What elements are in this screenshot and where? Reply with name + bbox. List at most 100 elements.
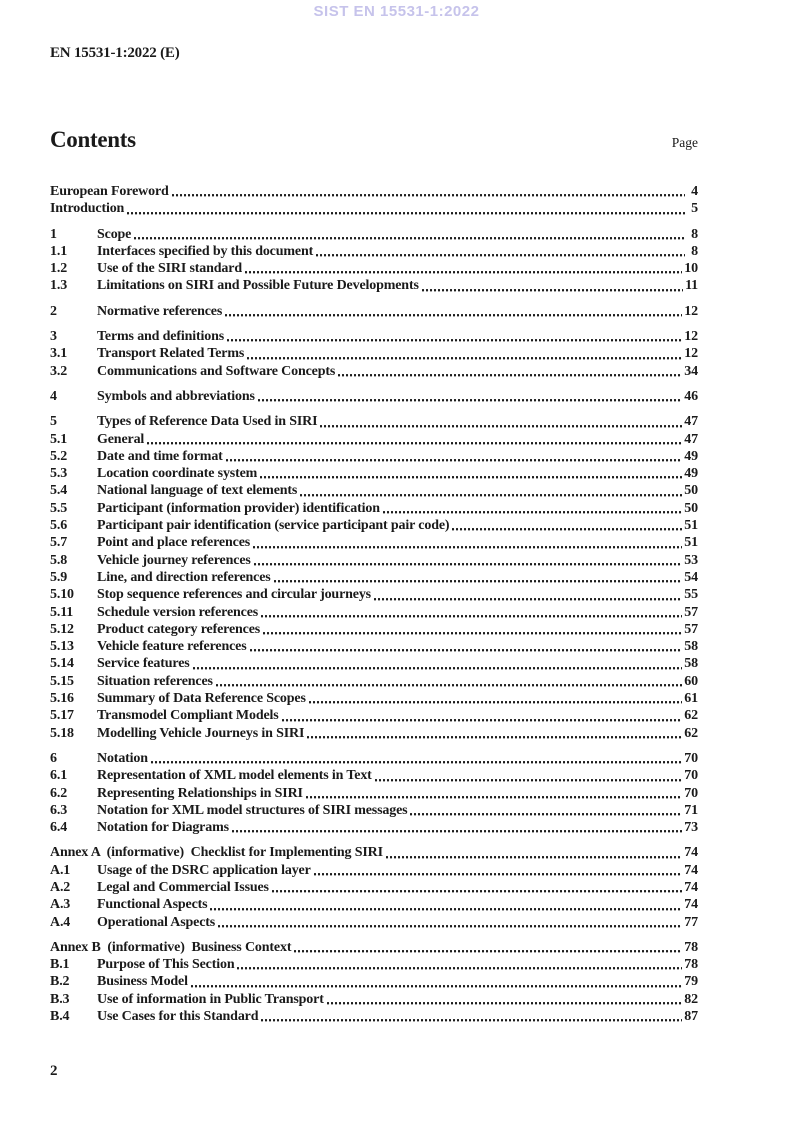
toc-entry-number: 5.17 [50, 708, 74, 724]
toc-entry-page: 62 [684, 708, 698, 724]
toc-entry-title: Functional Aspects [97, 897, 208, 913]
toc-entry-title: Limitations on SIRI and Possible Future … [97, 278, 419, 294]
toc-entry-title: Interfaces specified by this document [97, 243, 314, 259]
toc-entry-number: 5.16 [50, 691, 74, 707]
toc-entry-title: Types of Reference Data Used in SIRI [97, 414, 318, 430]
toc-leader-dots [171, 183, 685, 201]
toc-entry-page: 4 [691, 184, 698, 199]
toc-entry-page: 49 [684, 466, 698, 482]
toc-entry-title: Schedule version references [97, 604, 259, 620]
toc-entry-title: Situation references [97, 673, 213, 689]
toc-row: 5.10 Stop sequence references and circul… [50, 586, 698, 604]
toc-leader-dots [316, 242, 685, 261]
toc-entry-page: 87 [684, 1009, 698, 1025]
toc-entry-title: Representation of XML model elements in … [97, 768, 372, 784]
toc-entry-title: Summary of Data Reference Scopes [97, 691, 306, 707]
toc-entry-page: 74 [684, 879, 698, 895]
toc-entry-number: 1.3 [50, 278, 68, 294]
toc-entry-title: Use of information in Public Transport [97, 991, 324, 1007]
toc-leader-dots [271, 878, 683, 897]
watermark-text: SIST EN 15531-1:2022 [313, 3, 480, 20]
toc-entry-title: Use of the SIRI standard [97, 261, 242, 277]
toc-entry-number: 5.7 [50, 535, 68, 551]
toc-leader-dots [373, 586, 683, 604]
toc-entry-title: Product category references [97, 621, 261, 637]
toc-entry-number: 5.14 [50, 656, 74, 672]
toc-entry-page: 50 [684, 500, 698, 516]
toc-row: 5.5 Participant (information provider) i… [50, 499, 698, 518]
toc-entry-page: 47 [684, 431, 698, 447]
toc-row: B.3 Use of information in Public Transpo… [50, 990, 698, 1009]
toc-row: 1.1 Interfaces specified by this documen… [50, 242, 698, 261]
footer-page-number: 2 [50, 1063, 58, 1079]
toc-row: 5.14 Service features 58 [50, 655, 698, 673]
toc-entry-page: 5 [691, 201, 698, 217]
toc-entry-title: Symbols and abbreviations [97, 388, 255, 404]
toc-entry-title: Point and place references [97, 535, 251, 551]
toc-entry-page: 50 [684, 483, 698, 499]
toc-entry-number: 5 [50, 414, 57, 430]
toc-row: 5.9 Line, and direction references 54 [50, 568, 698, 587]
toc-entry-title: Normative references [97, 303, 223, 319]
toc-entry-title: Annex B (informative) Business Context [50, 939, 292, 955]
toc-leader-dots [237, 956, 683, 974]
toc-row: 1 Scope 8 [50, 225, 698, 243]
toc-entry-number: 6.3 [50, 802, 68, 818]
toc-entry-title: Purpose of This Section [97, 957, 235, 973]
toc-entry-title: Vehicle journey references [97, 552, 251, 568]
toc-row: 5.11 Schedule version references 57 [50, 603, 698, 621]
toc-row: A.1 Usage of the DSRC application layer … [50, 861, 698, 879]
toc-entry-title: Terms and definitions [97, 329, 225, 345]
toc-row: 5.3 Location coordinate system 49 [50, 465, 698, 483]
toc-leader-dots [313, 861, 683, 879]
toc-entry-page: 51 [684, 518, 698, 534]
toc-entry-page: 58 [684, 656, 698, 672]
toc-row: Annex B (informative) Business Context 7… [50, 938, 698, 957]
toc-entry-title: Participant (information provider) ident… [97, 500, 380, 516]
toc-entry-page: 53 [684, 552, 698, 568]
toc-row: 5 Types of Reference Data Used in SIRI 4… [50, 413, 698, 431]
toc-entry-page: 58 [684, 639, 698, 655]
toc-entry-title: National language of text elements [97, 483, 298, 499]
toc-entry-title: Transmodel Compliant Models [97, 708, 279, 724]
toc-leader-dots [192, 655, 683, 673]
toc-entry-title: Business Model [97, 974, 188, 990]
toc-entry-title: Location coordinate system [97, 466, 258, 482]
toc-entry-page: 78 [684, 957, 698, 973]
toc-entry-title: Usage of the DSRC application layer [97, 862, 311, 878]
toc-leader-dots [305, 784, 683, 802]
toc-entry-title: Representing Relationships in SIRI [97, 785, 303, 801]
toc-entry-number: A.1 [50, 862, 71, 878]
toc-row: 6.4 Notation for Diagrams 73 [50, 819, 698, 837]
toc-entry-page: 51 [684, 535, 698, 551]
toc-row: 6.2 Representing Relationships in SIRI 7… [50, 784, 698, 802]
toc-row: 5.13 Vehicle feature references 58 [50, 638, 698, 656]
toc-entry-page: 61 [684, 691, 698, 707]
toc-list: European Foreword 4 Introduction 5 1 Sco… [50, 183, 698, 1026]
page-column-label: Page [671, 135, 698, 150]
toc-entry-page: 49 [684, 448, 698, 464]
toc-leader-dots [225, 302, 683, 321]
toc-entry-number: 6.1 [50, 768, 68, 784]
toc-row: 1.2 Use of the SIRI standard 10 [50, 260, 698, 278]
toc-leader-dots [225, 447, 683, 466]
toc-entry-page: 8 [691, 243, 698, 259]
contents-header: Contents Page [50, 127, 698, 153]
toc-leader-dots [452, 517, 683, 535]
toc-row: 5.7 Point and place references 51 [50, 534, 698, 552]
toc-row: A.4 Operational Aspects 77 [50, 913, 698, 931]
toc-entry-title: Scope [97, 226, 132, 242]
toc-leader-dots [247, 345, 683, 363]
toc-leader-dots [374, 767, 683, 785]
toc-entry-title: Participant pair identification (service… [97, 518, 450, 534]
toc-row: 3 Terms and definitions 12 [50, 328, 698, 346]
toc-leader-dots [257, 387, 683, 406]
toc-entry-page: 55 [684, 587, 698, 603]
toc-row: 5.15 Situation references 60 [50, 672, 698, 691]
toc-row: 3.2 Communications and Software Concepts… [50, 362, 698, 380]
toc-entry-page: 60 [684, 673, 698, 689]
toc-leader-dots [134, 225, 685, 243]
toc-leader-dots [338, 362, 683, 380]
toc-entry-title: Operational Aspects [97, 914, 216, 930]
